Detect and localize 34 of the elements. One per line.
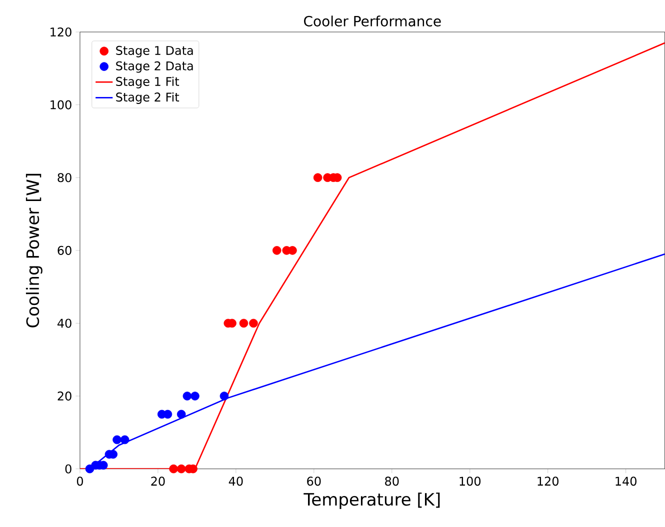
point bbox=[176, 464, 186, 474]
legend-label: Stage 2 Fit bbox=[116, 92, 180, 104]
point bbox=[220, 392, 229, 401]
x-tick-label: 120 bbox=[538, 476, 558, 486]
x-tick-label: 140 bbox=[616, 476, 636, 486]
x-tick-label: 60 bbox=[307, 476, 321, 486]
legend-label: Stage 2 Data bbox=[116, 61, 193, 73]
y-tick-label: 80 bbox=[58, 173, 72, 182]
point bbox=[182, 392, 192, 401]
y-tick-label: 120 bbox=[50, 28, 72, 37]
y-tick-label: 40 bbox=[57, 318, 72, 328]
chart-title: Cooler Performance bbox=[304, 16, 441, 27]
point bbox=[112, 435, 122, 444]
point bbox=[190, 392, 200, 401]
y-tick-label: 20 bbox=[58, 392, 72, 401]
x-axis-title: Temperature [K] bbox=[304, 492, 440, 510]
point bbox=[313, 173, 322, 182]
point bbox=[239, 318, 248, 328]
x-tick-label: 80 bbox=[385, 476, 399, 486]
x-tick-label: 100 bbox=[460, 476, 481, 486]
y-tick-label: 0 bbox=[65, 464, 72, 474]
point bbox=[120, 435, 130, 444]
point bbox=[249, 318, 258, 328]
x-tick-label: 20 bbox=[151, 476, 165, 486]
legend-label: Stage 1 Fit bbox=[116, 76, 180, 88]
x-tick-label: 0 bbox=[76, 476, 83, 486]
point bbox=[169, 464, 178, 474]
x-tick-label: 40 bbox=[228, 476, 243, 486]
y-tick-label: 60 bbox=[58, 246, 72, 256]
y-tick-label: 100 bbox=[50, 100, 72, 110]
legend-label: Stage 1 Data bbox=[116, 46, 193, 58]
point bbox=[176, 410, 186, 419]
y-axis-title: Cooling Power [W] bbox=[26, 174, 42, 328]
point bbox=[272, 246, 282, 255]
